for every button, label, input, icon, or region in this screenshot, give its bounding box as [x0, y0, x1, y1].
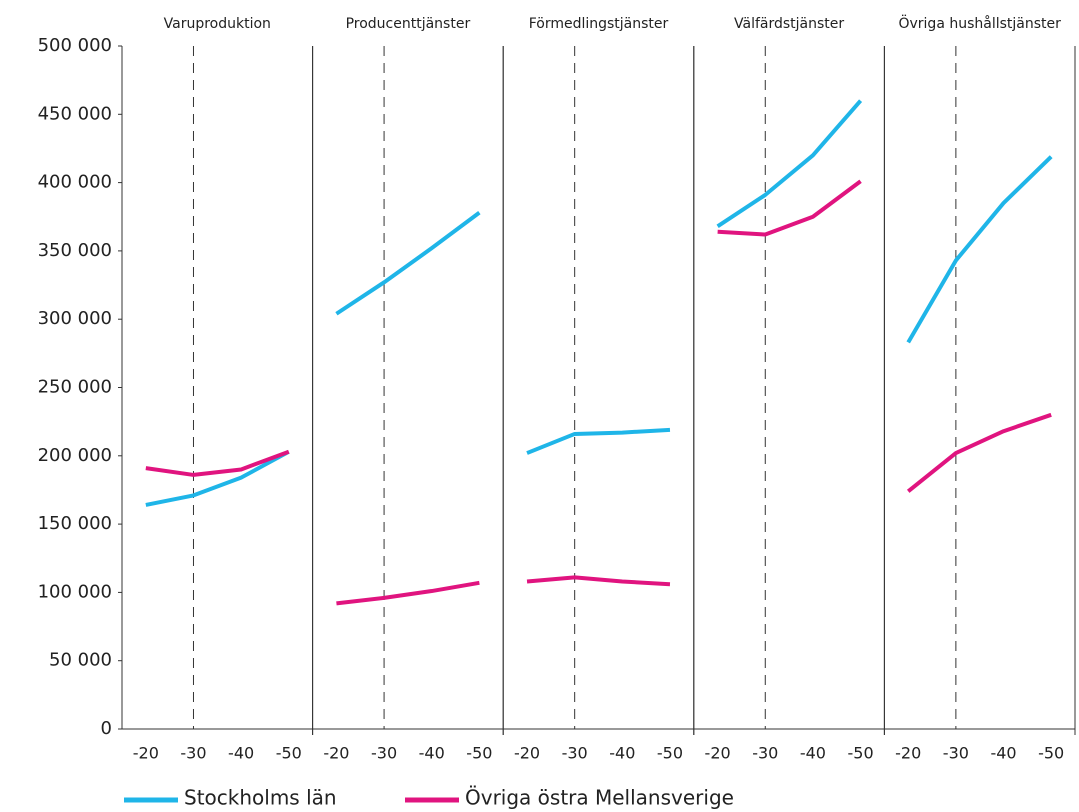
panel-title: Övriga hushållstjänster	[898, 14, 1061, 32]
y-tick-label: 0	[101, 718, 112, 739]
series-line	[335, 211, 481, 316]
y-tick-label: 350 000	[38, 240, 112, 261]
x-tick-label: -20	[895, 744, 921, 763]
x-tick-label: -50	[848, 744, 874, 763]
x-tick-label: -40	[609, 744, 635, 763]
panel-title: Producenttjänster	[346, 16, 471, 32]
series-line	[336, 580, 480, 606]
y-tick-label: 100 000	[38, 581, 112, 602]
series-line	[716, 99, 863, 228]
x-tick-label: -50	[657, 744, 683, 763]
series-line	[717, 179, 862, 237]
x-tick-label: -50	[276, 744, 302, 763]
x-tick-label: -40	[419, 744, 445, 763]
x-tick-label: -20	[514, 744, 540, 763]
x-tick-label: -20	[323, 744, 349, 763]
x-tick-label: -30	[562, 744, 588, 763]
x-tick-label: -30	[180, 744, 206, 763]
x-tick-label: -30	[752, 744, 778, 763]
y-tick-label: 200 000	[38, 445, 112, 466]
panel-title: Välfärdstjänster	[734, 16, 844, 32]
x-tick-label: -20	[133, 744, 159, 763]
series-line	[906, 412, 1052, 493]
x-tick-label: -50	[1038, 744, 1064, 763]
y-tick-label: 400 000	[38, 172, 112, 193]
series-line	[526, 575, 671, 587]
panel-title: Förmedlingstjänster	[529, 16, 669, 32]
y-tick-label: 300 000	[38, 308, 112, 329]
y-tick-label: 500 000	[38, 35, 112, 56]
x-tick-label: -40	[228, 744, 254, 763]
y-tick-label: 450 000	[38, 103, 112, 124]
x-tick-label: -40	[990, 744, 1016, 763]
series-line	[906, 155, 1053, 344]
y-tick-label: 150 000	[38, 513, 112, 534]
y-tick-label: 250 000	[38, 377, 112, 398]
legend-label: Övriga östra Mellansverige	[465, 786, 734, 810]
x-tick-label: -30	[371, 744, 397, 763]
x-tick-label: -30	[943, 744, 969, 763]
series-line	[145, 449, 290, 507]
series-line	[526, 427, 671, 455]
panel-title: Varuproduktion	[164, 16, 271, 32]
y-tick-label: 50 000	[49, 650, 112, 671]
series-line	[145, 449, 290, 477]
x-tick-label: -50	[466, 744, 492, 763]
x-tick-label: -40	[800, 744, 826, 763]
legend-label: Stockholms län	[184, 786, 337, 810]
x-tick-label: -20	[705, 744, 731, 763]
